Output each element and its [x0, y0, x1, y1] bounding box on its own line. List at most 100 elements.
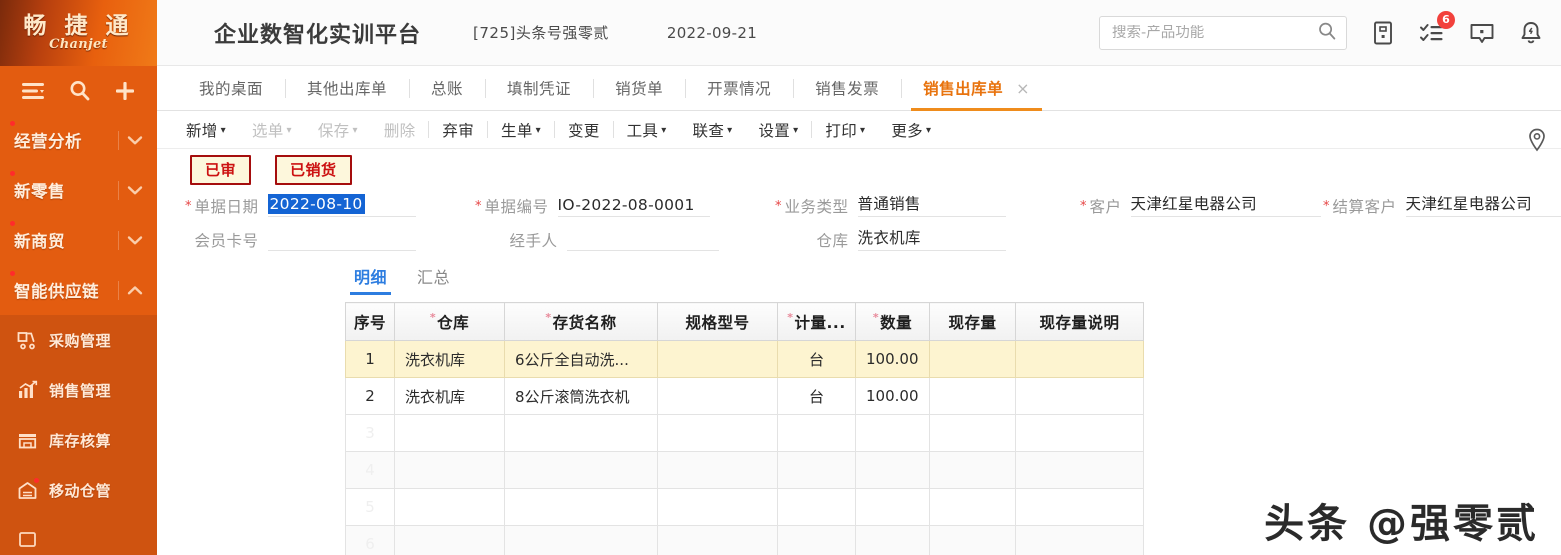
- col-xiancunliangshuoming[interactable]: 现存量说明: [1015, 302, 1144, 341]
- sidebar-group-xinlingshou[interactable]: 新零售: [0, 165, 157, 215]
- close-icon[interactable]: ×: [1016, 78, 1031, 98]
- search-icon[interactable]: [1317, 21, 1337, 45]
- cell-xiancunliang[interactable]: [929, 451, 1016, 489]
- cell-xiancunliangshuoming[interactable]: [1015, 414, 1144, 452]
- cell-shuliang[interactable]: [855, 525, 930, 555]
- plus-icon[interactable]: [113, 79, 137, 103]
- toolbar-biangeng-button[interactable]: 变更: [555, 111, 613, 149]
- cell-cunhuomingcheng[interactable]: 8公斤滚筒洗衣机: [504, 377, 658, 415]
- sidebar-group-jingyingfenxi[interactable]: 经营分析: [0, 115, 157, 165]
- cell-xiancunliang[interactable]: [929, 377, 1016, 415]
- notification-bell-icon[interactable]: [1519, 20, 1543, 46]
- field-kehu[interactable]: * 客户 天津红星电器公司: [1080, 192, 1321, 217]
- col-cangku[interactable]: *仓库: [394, 302, 505, 341]
- toolbar-gengduo-button[interactable]: 更多 ▾: [878, 111, 944, 149]
- brand-logo[interactable]: 畅 捷 通 Chanjet: [0, 0, 157, 66]
- cell-cangku[interactable]: [394, 414, 505, 452]
- cell-shuliang[interactable]: [855, 414, 930, 452]
- cell-guigexinghao[interactable]: [657, 377, 778, 415]
- field-input[interactable]: [267, 226, 416, 251]
- sidebar-item-caigouguanli[interactable]: 采购管理: [0, 315, 157, 365]
- cell-cunhuomingcheng[interactable]: [504, 451, 658, 489]
- cell-xiancunliangshuoming[interactable]: [1015, 451, 1144, 489]
- cell-shuliang[interactable]: 100.00: [855, 377, 930, 415]
- col-cunhuomingcheng[interactable]: *存货名称: [504, 302, 658, 341]
- field-input[interactable]: [566, 226, 719, 251]
- field-input[interactable]: 洗衣机库: [857, 226, 1006, 251]
- field-input[interactable]: 2022-08-10: [267, 192, 416, 217]
- cell-cangku[interactable]: [394, 525, 505, 555]
- cell-cunhuomingcheng[interactable]: [504, 488, 658, 526]
- table-row[interactable]: 3: [345, 414, 1144, 452]
- col-xuhao[interactable]: 序号: [345, 302, 395, 341]
- col-guigexinghao[interactable]: 规格型号: [657, 302, 778, 341]
- cell-xiancunliang[interactable]: [929, 488, 1016, 526]
- field-input[interactable]: 天津红星电器公司: [1405, 192, 1561, 217]
- field-danjuriqi[interactable]: * 单据日期 2022-08-10: [185, 192, 416, 217]
- field-danjubianhao[interactable]: * 单据编号 IO-2022-08-0001: [475, 192, 710, 217]
- cell-guigexinghao[interactable]: [657, 525, 778, 555]
- cell-jiliang[interactable]: 台: [777, 377, 856, 415]
- sidebar-item-xiaoshouguanli[interactable]: 销售管理: [0, 365, 157, 415]
- cell-xiancunliang[interactable]: [929, 525, 1016, 555]
- table-row[interactable]: 2 洗衣机库 8公斤滚筒洗衣机 台 100.00: [345, 377, 1144, 415]
- cell-jiliang[interactable]: 台: [777, 340, 856, 378]
- search-icon[interactable]: [68, 79, 92, 103]
- sidebar-group-xinshangmao[interactable]: 新商贸: [0, 215, 157, 265]
- hamburger-icon[interactable]: [21, 81, 47, 101]
- cell-jiliang[interactable]: [777, 451, 856, 489]
- cell-jiliang[interactable]: [777, 525, 856, 555]
- field-yewuleixing[interactable]: * 业务类型 普通销售: [775, 192, 1006, 217]
- sidebar-group-zhinenggongyinglian[interactable]: 智能供应链: [0, 265, 157, 315]
- cell-xiancunliangshuoming[interactable]: [1015, 525, 1144, 555]
- message-icon[interactable]: [1469, 21, 1495, 45]
- cell-jiliang[interactable]: [777, 488, 856, 526]
- tab-wodezhuomian[interactable]: 我的桌面: [177, 66, 285, 111]
- search-input[interactable]: [1112, 24, 1317, 41]
- cell-cangku[interactable]: [394, 488, 505, 526]
- tab-tianzhipingzheng[interactable]: 填制凭证: [485, 66, 593, 111]
- toolbar-qishen-button[interactable]: 弃审: [429, 111, 487, 149]
- field-jingshouren[interactable]: * 经手人: [500, 226, 719, 251]
- col-xiancunliang[interactable]: 现存量: [929, 302, 1016, 341]
- location-pin-icon[interactable]: [1527, 128, 1547, 156]
- table-row[interactable]: 4: [345, 451, 1144, 489]
- cell-guigexinghao[interactable]: [657, 414, 778, 452]
- detail-tab-mingxi[interactable]: 明细: [349, 264, 392, 295]
- cell-xiancunliang[interactable]: [929, 340, 1016, 378]
- table-row[interactable]: 5: [345, 488, 1144, 526]
- cell-shuliang[interactable]: [855, 488, 930, 526]
- toolbar-xinzeng-button[interactable]: 新增 ▾: [173, 111, 239, 149]
- tab-xiaoshouchukudan[interactable]: 销售出库单 ×: [901, 66, 1052, 111]
- toolbar-shengdan-button[interactable]: 生单 ▾: [488, 111, 554, 149]
- cell-guigexinghao[interactable]: [657, 488, 778, 526]
- table-row[interactable]: 1 洗衣机库 6公斤全自动洗... 台 100.00: [345, 340, 1144, 378]
- save-disk-icon[interactable]: [1371, 20, 1395, 46]
- cell-cunhuomingcheng[interactable]: [504, 414, 658, 452]
- cell-guigexinghao[interactable]: [657, 451, 778, 489]
- toolbar-xuandan-button[interactable]: 选单 ▾: [239, 111, 305, 149]
- toolbar-shezhi-button[interactable]: 设置 ▾: [745, 111, 811, 149]
- toolbar-liancha-button[interactable]: 联查 ▾: [680, 111, 746, 149]
- cell-guigexinghao[interactable]: [657, 340, 778, 378]
- cell-xiancunliangshuoming[interactable]: [1015, 377, 1144, 415]
- field-input[interactable]: 普通销售: [857, 192, 1006, 217]
- tab-zongzhang[interactable]: 总账: [409, 66, 485, 111]
- cell-shuliang[interactable]: [855, 451, 930, 489]
- cell-cangku[interactable]: 洗衣机库: [394, 377, 505, 415]
- detail-tab-huizong[interactable]: 汇总: [417, 264, 450, 295]
- task-list-icon[interactable]: 6: [1419, 10, 1455, 45]
- field-input[interactable]: 天津红星电器公司: [1130, 192, 1321, 217]
- field-huiyuankahao[interactable]: * 会员卡号: [185, 226, 416, 251]
- cell-cangku[interactable]: 洗衣机库: [394, 340, 505, 378]
- cell-xiancunliangshuoming[interactable]: [1015, 340, 1144, 378]
- cell-cunhuomingcheng[interactable]: [504, 525, 658, 555]
- field-cangku[interactable]: * 仓库 洗衣机库: [807, 226, 1006, 251]
- col-shuliang[interactable]: *数量: [855, 302, 930, 341]
- toolbar-baocun-button[interactable]: 保存 ▾: [305, 111, 371, 149]
- sidebar-item-partial[interactable]: [0, 515, 157, 555]
- toolbar-shanchu-button[interactable]: 删除: [371, 111, 429, 149]
- tab-kaipiaoqingkuang[interactable]: 开票情况: [685, 66, 793, 111]
- cell-xiancunliangshuoming[interactable]: [1015, 488, 1144, 526]
- cell-xiancunliang[interactable]: [929, 414, 1016, 452]
